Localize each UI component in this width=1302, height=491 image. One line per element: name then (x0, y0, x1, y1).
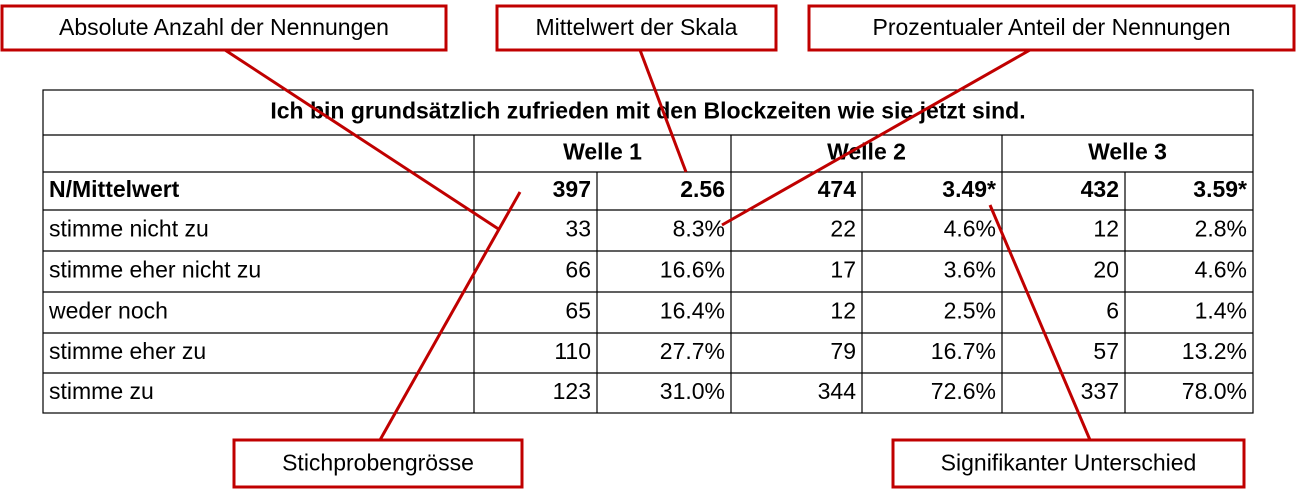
cell: 22 (830, 216, 856, 242)
callout-line (721, 48, 1031, 227)
group-header: Welle 1 (563, 139, 642, 165)
callout-label: Mittelwert der Skala (536, 14, 738, 40)
cell: 337 (1081, 378, 1119, 404)
cell: 1.4% (1195, 298, 1247, 324)
cell: 4.6% (1195, 257, 1247, 283)
cell: 123 (553, 378, 591, 404)
row-label: stimme eher zu (49, 338, 206, 364)
cell: 4.6% (944, 216, 996, 242)
row-label: stimme nicht zu (49, 216, 209, 242)
cell: 27.7% (660, 338, 725, 364)
callout-line (224, 48, 501, 232)
callout-line (378, 191, 522, 441)
callout-label: Prozentualer Anteil der Nennungen (872, 14, 1230, 40)
cell: 66 (565, 257, 591, 283)
cell: 110 (554, 338, 591, 364)
cell: 16.6% (660, 257, 725, 283)
cell: 8.3% (673, 216, 725, 242)
cell: 397 (553, 176, 591, 202)
callout-box (891, 438, 1246, 489)
cell: 31.0% (660, 378, 725, 404)
cell: 3.6% (944, 257, 996, 283)
row-label: N/Mittelwert (49, 176, 180, 202)
cell: 2.8% (1195, 216, 1247, 242)
cell: 20 (1093, 257, 1119, 283)
callout-box (0, 4, 448, 52)
cell: 65 (565, 298, 591, 324)
cell: 432 (1081, 176, 1119, 202)
cell: 33 (565, 216, 591, 242)
row-label: stimme eher nicht zu (49, 257, 261, 283)
cell: 17 (830, 257, 856, 283)
cell: 79 (830, 338, 856, 364)
callout-line (638, 49, 688, 173)
cell: 2.56 (680, 176, 725, 202)
row-label: stimme zu (49, 378, 154, 404)
cell: 3.59* (1193, 176, 1247, 202)
callout-label: Stichprobengrösse (282, 450, 474, 476)
cell: 16.7% (931, 338, 996, 364)
cell: 6 (1106, 298, 1119, 324)
cell: 12 (1093, 216, 1119, 242)
cell: 78.0% (1182, 378, 1247, 404)
group-header: Welle 3 (1088, 139, 1167, 165)
callout-label: Signifikanter Unterschied (941, 450, 1197, 476)
cell: 344 (818, 378, 857, 404)
callout-label: Absolute Anzahl der Nennungen (59, 14, 389, 40)
cell: 57 (1093, 338, 1119, 364)
cell: 3.49* (942, 176, 996, 202)
cell: 13.2% (1182, 338, 1247, 364)
callout-line (988, 204, 1092, 441)
cell: 16.4% (660, 298, 725, 324)
callout-box (807, 4, 1296, 52)
cell: 474 (818, 176, 857, 202)
cell: 72.6% (931, 378, 996, 404)
cell: 12 (830, 298, 856, 324)
table-title: Ich bin grundsätzlich zufrieden mit den … (270, 98, 1025, 124)
cell: 2.5% (944, 298, 996, 324)
callout-box (232, 438, 524, 489)
callout-box (495, 4, 778, 52)
row-label: weder noch (48, 298, 168, 324)
